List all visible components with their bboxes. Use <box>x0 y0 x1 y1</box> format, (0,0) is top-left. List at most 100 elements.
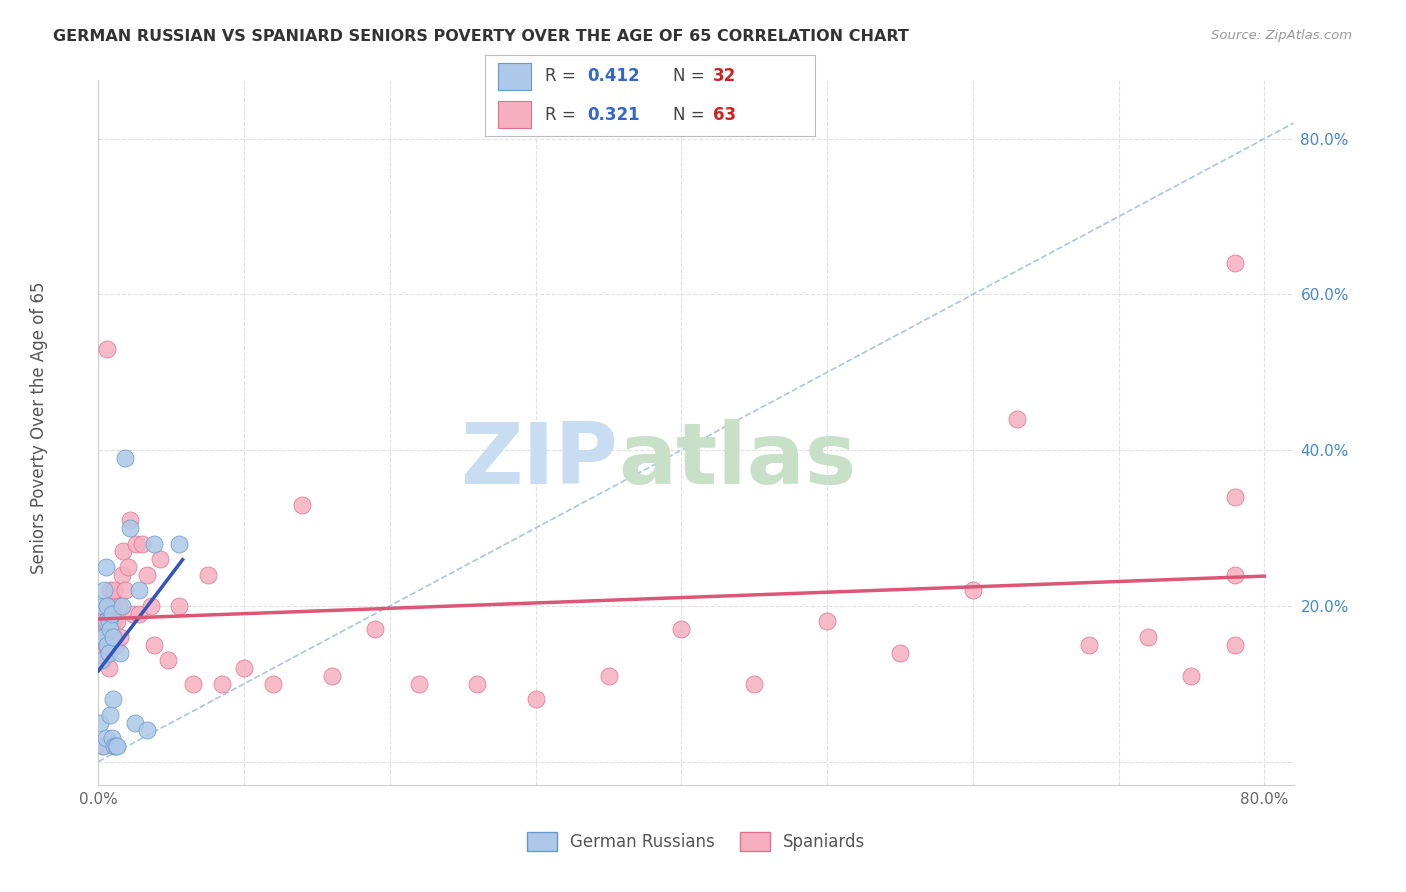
Point <box>120 513 142 527</box>
Point <box>96 638 118 652</box>
Point <box>889 646 911 660</box>
Point <box>93 583 115 598</box>
Point <box>98 707 121 722</box>
Point <box>104 739 127 753</box>
Point <box>108 599 131 613</box>
Point <box>149 552 172 566</box>
Point <box>111 567 134 582</box>
Point <box>91 739 114 753</box>
Point <box>167 599 190 613</box>
Bar <box>498 62 531 90</box>
Text: Seniors Poverty Over the Age of 65: Seniors Poverty Over the Age of 65 <box>31 282 48 574</box>
Point <box>128 583 150 598</box>
Point <box>93 615 115 629</box>
Legend: German Russians, Spaniards: German Russians, Spaniards <box>520 825 872 858</box>
Point <box>100 607 122 621</box>
Point <box>291 498 314 512</box>
Point <box>91 599 114 613</box>
Point <box>197 567 219 582</box>
Point <box>135 567 157 582</box>
Point <box>103 739 125 753</box>
Point <box>139 599 162 613</box>
Text: 0.412: 0.412 <box>588 67 640 85</box>
Point <box>97 646 120 660</box>
Point <box>94 560 117 574</box>
Point <box>157 653 180 667</box>
Point <box>91 653 114 667</box>
Text: N =: N = <box>673 67 710 85</box>
Point <box>364 622 387 636</box>
Point <box>962 583 984 598</box>
Point <box>103 630 125 644</box>
Text: R =: R = <box>544 67 581 85</box>
Point <box>135 723 157 738</box>
Point <box>100 599 122 613</box>
Point <box>101 692 124 706</box>
Point <box>94 622 117 636</box>
Point <box>742 677 765 691</box>
Point <box>117 560 139 574</box>
Point <box>90 630 112 644</box>
Point <box>94 615 117 629</box>
Point <box>97 661 120 675</box>
Point <box>101 591 124 605</box>
Point <box>110 630 132 644</box>
Text: 32: 32 <box>713 67 737 85</box>
Text: R =: R = <box>544 106 581 124</box>
Point <box>103 583 125 598</box>
Point <box>104 638 127 652</box>
Point <box>100 622 122 636</box>
Point <box>211 677 233 691</box>
Text: ZIP: ZIP <box>461 419 619 502</box>
Point <box>90 653 112 667</box>
Bar <box>498 101 531 128</box>
Text: Source: ZipAtlas.com: Source: ZipAtlas.com <box>1212 29 1353 42</box>
Point <box>98 583 121 598</box>
Text: N =: N = <box>673 106 710 124</box>
Point <box>262 677 284 691</box>
Point <box>167 536 190 550</box>
Point <box>90 630 112 644</box>
Point <box>100 731 122 746</box>
Point <box>91 739 114 753</box>
Point <box>142 638 165 652</box>
Point <box>93 630 115 644</box>
Point <box>96 599 118 613</box>
Point <box>112 544 135 558</box>
Point <box>94 638 117 652</box>
Point <box>815 615 838 629</box>
Point <box>101 615 124 629</box>
Text: atlas: atlas <box>619 419 856 502</box>
Point <box>1005 412 1028 426</box>
Point <box>142 536 165 550</box>
Point <box>233 661 256 675</box>
Point <box>408 677 430 691</box>
Text: 0.321: 0.321 <box>588 106 640 124</box>
Point <box>96 599 118 613</box>
Point <box>671 622 693 636</box>
Point <box>1180 669 1202 683</box>
Point <box>128 607 150 621</box>
Point <box>114 583 136 598</box>
Point <box>125 536 148 550</box>
Point <box>105 739 128 753</box>
Point <box>467 677 489 691</box>
Point <box>110 646 132 660</box>
Point <box>120 521 142 535</box>
Point <box>1078 638 1101 652</box>
Point <box>114 450 136 465</box>
Point <box>89 715 111 730</box>
Point <box>124 715 146 730</box>
Point <box>97 607 120 621</box>
Point <box>96 342 118 356</box>
Point <box>101 630 124 644</box>
Point <box>131 536 153 550</box>
Text: 63: 63 <box>713 106 737 124</box>
Point <box>181 677 204 691</box>
Point <box>524 692 547 706</box>
Point <box>97 615 120 629</box>
Point <box>321 669 343 683</box>
Point <box>1225 638 1247 652</box>
Point <box>89 646 111 660</box>
Point <box>1136 630 1159 644</box>
